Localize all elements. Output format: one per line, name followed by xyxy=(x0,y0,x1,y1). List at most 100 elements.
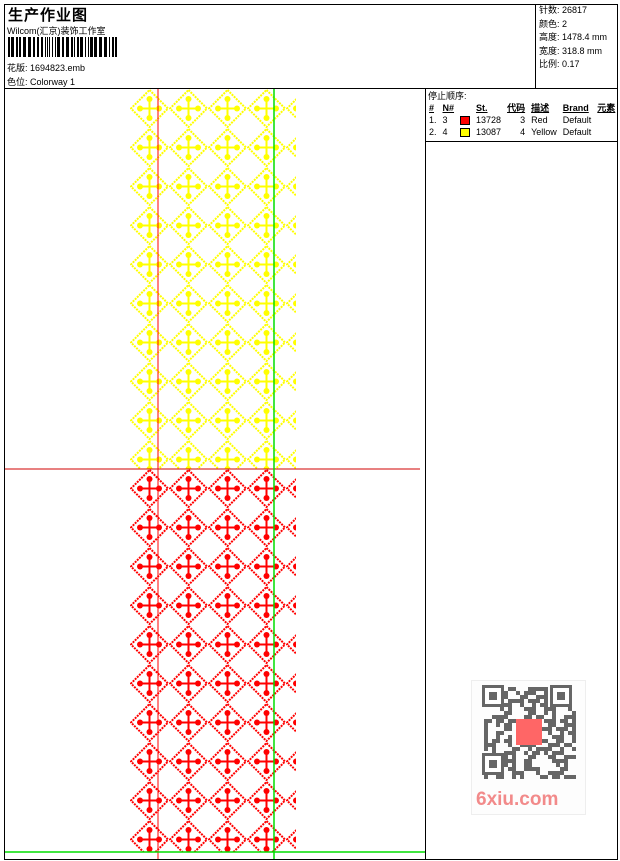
qr-seal xyxy=(516,719,542,745)
qr-module xyxy=(544,707,548,711)
qr-module xyxy=(524,763,528,767)
watermark-logo: 6xiu.com xyxy=(476,789,559,810)
code: 4 xyxy=(520,127,526,137)
qr-module xyxy=(536,695,540,699)
stop-sequence-table: # N# St. 代码 描述 Brand 元素 1. 3 13728 3 Red Defa… xyxy=(426,101,618,138)
design-file: 花版: 1694823.emb xyxy=(7,63,86,73)
qr-module xyxy=(508,727,512,731)
qr-module xyxy=(512,747,516,751)
qr-module xyxy=(572,715,576,719)
qr-module xyxy=(532,703,536,707)
qr-module xyxy=(540,715,544,719)
qr-module xyxy=(536,751,540,755)
qr-module xyxy=(532,691,536,695)
table-row: 1. 3 13728 3 Red Default xyxy=(426,114,618,126)
qr-module xyxy=(528,711,532,715)
qr-module xyxy=(504,711,508,715)
qr-module xyxy=(544,703,548,707)
qr-module xyxy=(544,751,548,755)
qr-module xyxy=(508,767,512,771)
qr-module xyxy=(552,775,556,779)
qr-module xyxy=(572,723,576,727)
qr-module xyxy=(496,719,500,723)
barcode-bar xyxy=(49,37,50,57)
qr-module xyxy=(484,739,488,743)
col-header: N# xyxy=(442,102,455,113)
qr-module xyxy=(540,703,544,707)
qr-module xyxy=(552,755,556,759)
qr-module xyxy=(552,751,556,755)
qr-module xyxy=(568,723,572,727)
qr-module xyxy=(500,715,504,719)
swatch-cell xyxy=(457,126,473,138)
design-width: 宽度: 318.8 mm xyxy=(539,45,603,56)
qr-module xyxy=(548,771,552,775)
qr-module xyxy=(536,715,540,719)
qr-module xyxy=(572,739,576,743)
color-swatch xyxy=(460,128,471,138)
barcode-bar xyxy=(41,37,43,57)
stop-sequence-title: 停止顺序: xyxy=(428,91,467,101)
qr-finder xyxy=(489,760,497,768)
qr-module xyxy=(532,687,536,691)
qr-module xyxy=(552,735,556,739)
col-header: Brand xyxy=(562,102,589,113)
qr-module xyxy=(500,775,504,779)
barcode-bar xyxy=(37,37,39,57)
qr-module xyxy=(504,727,508,731)
qr-module xyxy=(572,731,576,735)
qr-module xyxy=(532,755,536,759)
barcode-bar xyxy=(8,37,10,57)
qr-module xyxy=(536,699,540,703)
qr-module xyxy=(484,723,488,727)
qr-module xyxy=(532,767,536,771)
qr-module xyxy=(512,771,516,775)
qr-module xyxy=(508,759,512,763)
qr-module xyxy=(532,699,536,703)
barcode-bar xyxy=(88,37,89,57)
colorway: 色位: Colorway 1 xyxy=(7,77,76,87)
barcode-bar xyxy=(55,37,56,57)
barcode-bar xyxy=(71,37,73,57)
color-swatch xyxy=(460,116,471,126)
col-header: 描述 xyxy=(531,103,550,113)
qr-module xyxy=(484,731,488,735)
needle: 4 xyxy=(442,127,448,137)
sheet-frame xyxy=(4,4,618,860)
barcode-bar xyxy=(99,37,102,57)
qr-module xyxy=(548,727,552,731)
qr-module xyxy=(528,687,532,691)
barcode-bar xyxy=(77,37,79,57)
qr-module xyxy=(528,767,532,771)
col-header: 元素 xyxy=(597,103,616,113)
qr-module xyxy=(528,759,532,763)
barcode-bar xyxy=(94,37,97,57)
qr-module xyxy=(564,755,568,759)
row-index: 1. xyxy=(429,115,437,125)
qr-module xyxy=(528,699,532,703)
qr-module xyxy=(508,735,512,739)
design-scale: 比例: 0.17 xyxy=(539,59,580,69)
qr-module xyxy=(508,703,512,707)
element xyxy=(594,126,618,138)
qr-module xyxy=(496,739,500,743)
qr-module xyxy=(508,739,512,743)
code: 3 xyxy=(520,115,526,125)
qr-module xyxy=(512,687,516,691)
qr-module xyxy=(492,739,496,743)
qr-module xyxy=(544,775,548,779)
qr-module xyxy=(568,731,572,735)
qr-module xyxy=(520,703,524,707)
qr-module xyxy=(572,747,576,751)
qr-module xyxy=(512,719,516,723)
qr-module xyxy=(548,755,552,759)
barcode-bar xyxy=(66,37,69,57)
qr-code xyxy=(471,680,586,815)
qr-finder xyxy=(489,692,497,700)
qr-module xyxy=(504,759,508,763)
qr-module xyxy=(508,723,512,727)
qr-module xyxy=(504,691,508,695)
qr-module xyxy=(520,771,524,775)
qr-module xyxy=(560,747,564,751)
qr-module xyxy=(560,771,564,775)
